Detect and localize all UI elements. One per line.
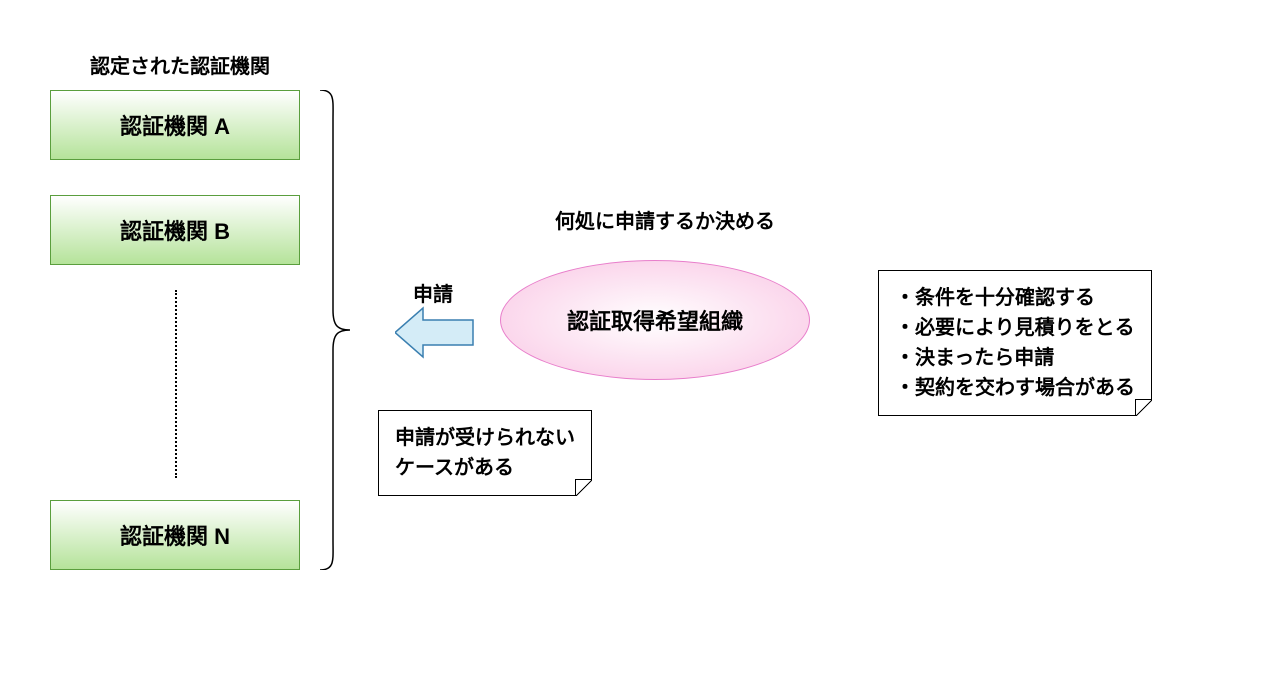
- note-line: 申請が受けられない: [395, 423, 575, 453]
- note-line: ・条件を十分確認する: [895, 283, 1135, 313]
- ellipse-title: 何処に申請するか決める: [555, 205, 775, 234]
- note-line: ・決まったら申請: [895, 343, 1135, 373]
- cert-body-a: 認証機関 A: [50, 90, 300, 160]
- note-line: ・必要により見積りをとる: [895, 313, 1135, 343]
- note-rejection: 申請が受けられない ケースがある: [378, 410, 592, 496]
- cert-body-b: 認証機関 B: [50, 195, 300, 265]
- left-group-title: 認定された認証機関: [90, 50, 270, 79]
- note-line: ・契約を交わす場合がある: [895, 373, 1135, 403]
- note-line: ケースがある: [395, 453, 575, 483]
- cert-body-n: 認証機関 N: [50, 500, 300, 570]
- arrow-label: 申請: [413, 278, 453, 307]
- note-steps: ・条件を十分確認する ・必要により見積りをとる ・決まったら申請 ・契約を交わす…: [878, 270, 1152, 416]
- applicant-org: 認証取得希望組織: [500, 260, 810, 380]
- group-brace: [315, 90, 355, 570]
- ellipsis-line: [175, 290, 177, 478]
- application-arrow: [395, 305, 475, 360]
